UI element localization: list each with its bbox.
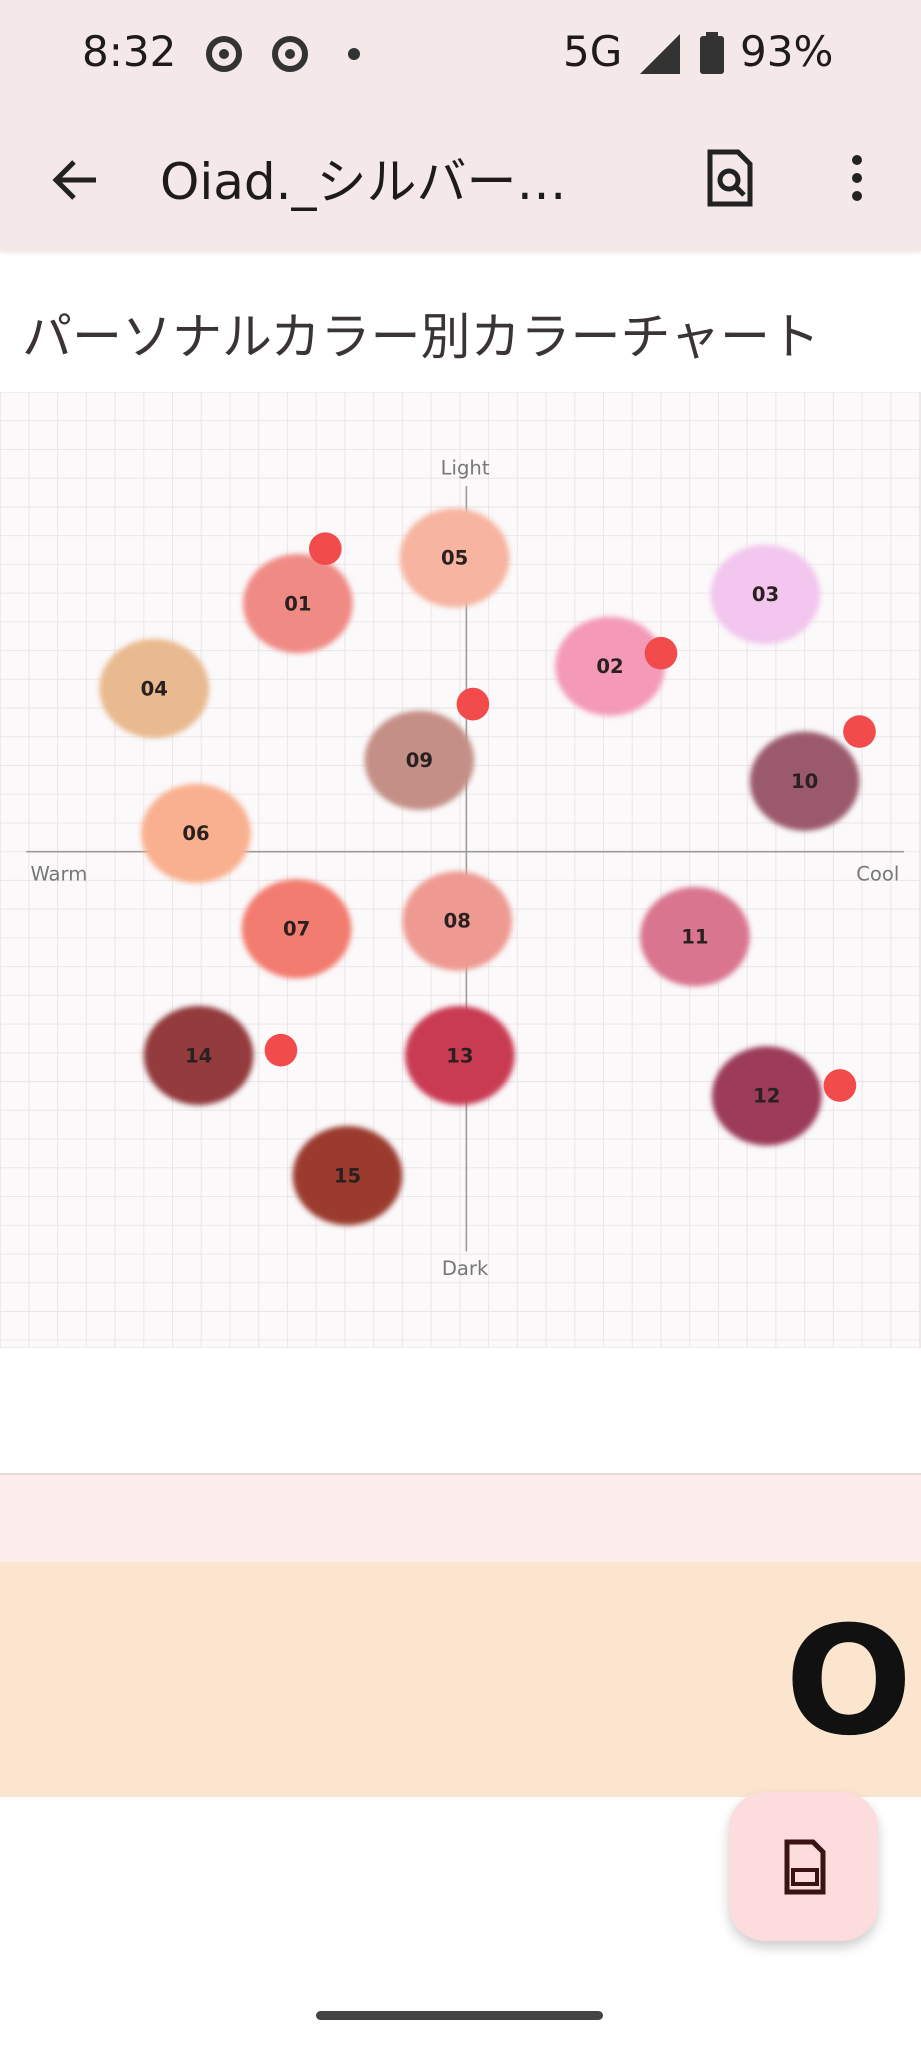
- swatch-label: 10: [791, 770, 818, 793]
- swatch-label: 12: [753, 1085, 780, 1108]
- swatch: [402, 871, 513, 971]
- save-fab[interactable]: [729, 1792, 878, 1941]
- color-chart-image: Light Dark Warm Cool 01 02 03 04 05 06 07 08 09 1…: [0, 392, 921, 1348]
- marker-dot: [644, 636, 678, 670]
- marker-dot: [823, 1069, 857, 1102]
- top-bar: 8:32 5G 93% Oiad._シルバー…: [0, 0, 921, 251]
- signal-battery: [640, 32, 724, 74]
- swatch-label: 09: [406, 749, 433, 772]
- status-battery: 93%: [740, 27, 834, 76]
- marker-dot: [309, 532, 342, 566]
- banner: Oi: [0, 1562, 921, 1797]
- swatch-label: 08: [444, 910, 471, 933]
- swatch-label: 06: [182, 822, 209, 845]
- swatch-label: 11: [681, 925, 708, 948]
- pink-band: [0, 1473, 921, 1564]
- nav-handle: [316, 2011, 603, 2020]
- axis-label-dark: Dark: [442, 1257, 489, 1280]
- swatch: [711, 1046, 822, 1146]
- swatch-label: 03: [752, 583, 779, 606]
- axis-label-warm: Warm: [30, 863, 87, 886]
- banner-text: Oi: [785, 1595, 921, 1769]
- swatch-label: 01: [284, 592, 311, 615]
- status-time: 8:32: [82, 27, 177, 76]
- back-button[interactable]: [48, 152, 104, 208]
- swatch-label: 14: [185, 1044, 212, 1067]
- swatch: [555, 616, 665, 716]
- page-heading: パーソナルカラー別カラーチャート: [22, 308, 820, 366]
- fab-icon: [784, 1839, 826, 1895]
- axis-label-light: Light: [441, 457, 490, 480]
- status-network: 5G: [563, 27, 623, 76]
- find-in-page-button[interactable]: [700, 148, 760, 208]
- swatch-label: 07: [283, 918, 310, 941]
- swatch-label: 13: [446, 1044, 473, 1067]
- swatch: [404, 1005, 515, 1106]
- marker-dot: [264, 1033, 298, 1067]
- swatch: [399, 508, 510, 608]
- swatch-label: 04: [141, 677, 168, 700]
- marker-dot: [456, 687, 490, 721]
- swatch-label: 02: [596, 655, 623, 678]
- status-icons: [206, 36, 242, 72]
- swatch: [141, 783, 251, 884]
- swatch: [241, 879, 352, 979]
- swatch: [292, 1125, 403, 1226]
- axis-label-cool: Cool: [856, 863, 899, 886]
- more-button[interactable]: [845, 150, 869, 210]
- swatch: [640, 886, 750, 987]
- app-title: Oiad._シルバー…: [160, 153, 567, 211]
- swatch: [710, 544, 821, 645]
- swatch: [143, 1005, 254, 1106]
- status-icons-2: [272, 36, 360, 72]
- swatch: [364, 710, 475, 810]
- swatch: [99, 638, 210, 739]
- swatch-label: 05: [441, 547, 468, 570]
- swatch: [749, 731, 860, 831]
- swatch-label: 15: [334, 1164, 361, 1187]
- swatch: [243, 553, 353, 654]
- marker-dot: [843, 715, 876, 748]
